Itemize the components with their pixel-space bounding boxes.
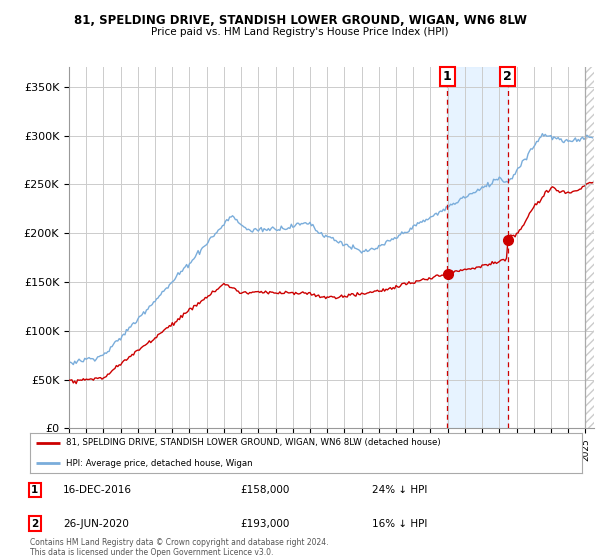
Text: 81, SPELDING DRIVE, STANDISH LOWER GROUND, WIGAN, WN6 8LW (detached house): 81, SPELDING DRIVE, STANDISH LOWER GROUN… (66, 438, 440, 447)
Text: 24% ↓ HPI: 24% ↓ HPI (372, 485, 427, 495)
Text: £158,000: £158,000 (240, 485, 289, 495)
Text: Price paid vs. HM Land Registry's House Price Index (HPI): Price paid vs. HM Land Registry's House … (151, 27, 449, 37)
Text: HPI: Average price, detached house, Wigan: HPI: Average price, detached house, Wiga… (66, 459, 253, 468)
Text: 26-JUN-2020: 26-JUN-2020 (63, 519, 129, 529)
Text: 1: 1 (443, 70, 451, 83)
Text: 2: 2 (31, 519, 38, 529)
Text: 1: 1 (31, 485, 38, 495)
Text: 16% ↓ HPI: 16% ↓ HPI (372, 519, 427, 529)
Text: 2: 2 (503, 70, 512, 83)
Text: £193,000: £193,000 (240, 519, 289, 529)
Text: 81, SPELDING DRIVE, STANDISH LOWER GROUND, WIGAN, WN6 8LW: 81, SPELDING DRIVE, STANDISH LOWER GROUN… (74, 14, 527, 27)
Text: 16-DEC-2016: 16-DEC-2016 (63, 485, 132, 495)
Text: Contains HM Land Registry data © Crown copyright and database right 2024.
This d: Contains HM Land Registry data © Crown c… (30, 538, 329, 557)
Bar (586, 67, 600, 428)
